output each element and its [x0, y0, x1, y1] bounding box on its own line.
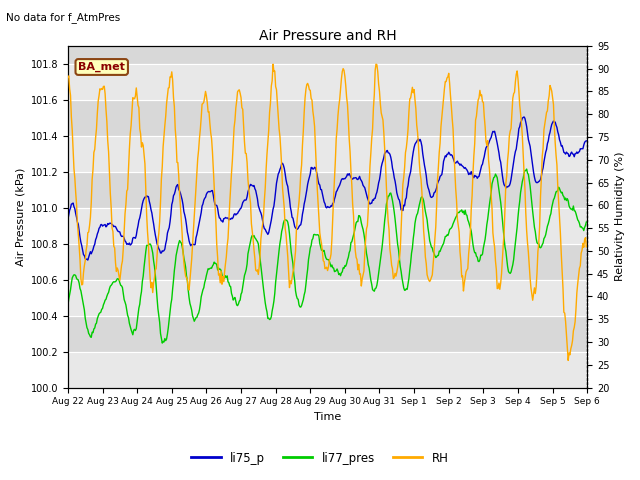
Y-axis label: Air Pressure (kPa): Air Pressure (kPa): [15, 168, 25, 266]
Text: BA_met: BA_met: [78, 62, 125, 72]
Bar: [68, 64, 588, 100]
Y-axis label: Relativity Humidity (%): Relativity Humidity (%): [615, 152, 625, 281]
Legend: li75_p, li77_pres, RH: li75_p, li77_pres, RH: [187, 447, 453, 469]
Bar: [68, 351, 588, 387]
Title: Air Pressure and RH: Air Pressure and RH: [259, 29, 396, 43]
Bar: [68, 280, 588, 316]
Bar: [68, 136, 588, 172]
Text: No data for f_AtmPres: No data for f_AtmPres: [6, 12, 121, 23]
X-axis label: Time: Time: [314, 412, 341, 422]
Bar: [68, 208, 588, 244]
